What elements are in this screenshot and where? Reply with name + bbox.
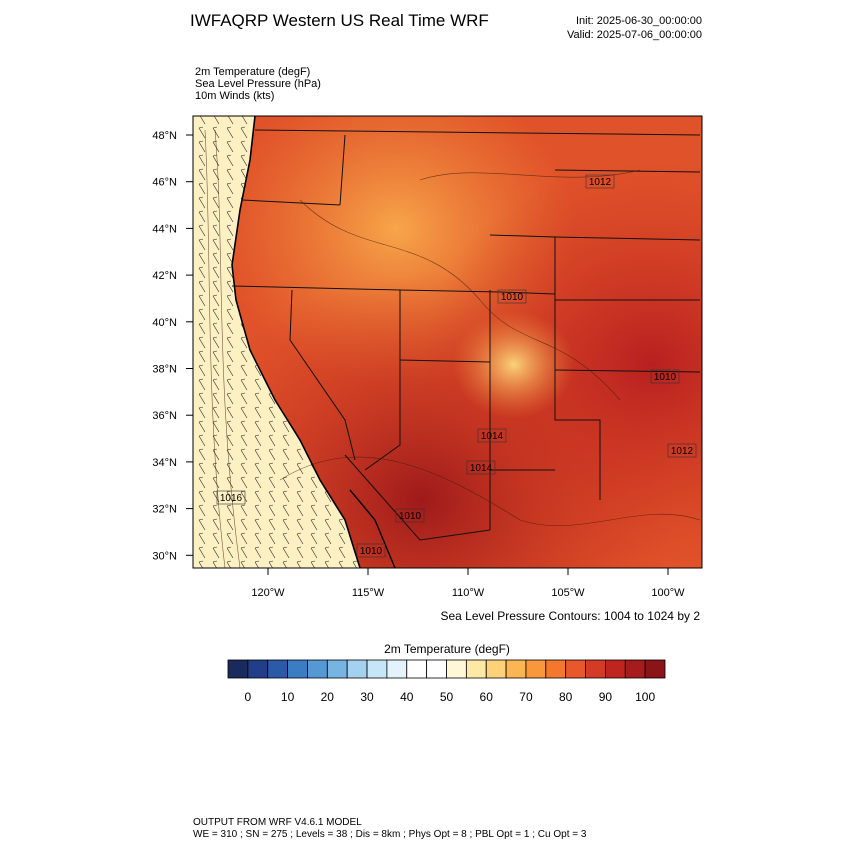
color-box bbox=[346, 659, 368, 679]
contour-label-box bbox=[585, 174, 615, 189]
color-box bbox=[505, 659, 527, 679]
color-box bbox=[326, 659, 348, 679]
colorbar-tick: 30 bbox=[360, 690, 374, 704]
contour-note: Sea Level Pressure Contours: 1004 to 102… bbox=[441, 609, 701, 623]
colorbar-tick: 80 bbox=[559, 690, 573, 704]
contour-label-box bbox=[477, 428, 507, 443]
colorbar-tick: 20 bbox=[321, 690, 335, 704]
color-box bbox=[307, 659, 328, 679]
lat-label: 30°N bbox=[152, 550, 177, 562]
contour-label: 1010 bbox=[399, 511, 422, 522]
coastline bbox=[349, 489, 396, 568]
contour-label: 1014 bbox=[470, 463, 493, 474]
colorbar-tick: 0 bbox=[245, 690, 252, 704]
contour-label-box bbox=[466, 460, 496, 475]
contour-label-box bbox=[216, 490, 246, 505]
colorbar-tick: 10 bbox=[281, 690, 295, 704]
init-time: Init: 2025-06-30_00:00:00 bbox=[576, 15, 702, 27]
color-box bbox=[545, 659, 567, 679]
field-label: 10m Winds (kts) bbox=[195, 90, 274, 102]
lat-label: 48°N bbox=[152, 130, 177, 142]
valid-time: Valid: 2025-07-06_00:00:00 bbox=[567, 29, 702, 41]
color-box bbox=[585, 659, 606, 679]
lat-label: 44°N bbox=[152, 223, 177, 235]
lat-label: 36°N bbox=[152, 410, 177, 422]
color-box bbox=[267, 659, 288, 679]
lat-label: 42°N bbox=[152, 270, 177, 282]
contour-label: 1012 bbox=[589, 177, 612, 188]
color-box bbox=[485, 659, 507, 679]
contour-label-box bbox=[356, 543, 386, 558]
colorbar-tick: 100 bbox=[635, 690, 655, 704]
color-box bbox=[525, 659, 547, 679]
lat-label: 38°N bbox=[152, 364, 177, 376]
colorbar-tick: 50 bbox=[440, 690, 454, 704]
contour-label: 1016 bbox=[220, 493, 243, 504]
lon-label: 110°W bbox=[452, 587, 485, 599]
footer-line: OUTPUT FROM WRF V4.6.1 MODEL bbox=[193, 817, 362, 828]
color-box bbox=[406, 659, 428, 679]
colorbar-tick: 70 bbox=[519, 690, 533, 704]
contour-label: 1012 bbox=[671, 446, 694, 457]
color-box bbox=[605, 659, 626, 679]
lat-label: 34°N bbox=[152, 457, 177, 469]
color-box bbox=[366, 659, 388, 679]
color-box bbox=[565, 659, 586, 679]
colorbar-tick: 60 bbox=[480, 690, 494, 704]
color-box bbox=[644, 659, 666, 679]
lon-label: 100°W bbox=[651, 587, 685, 599]
lon-label: 120°W bbox=[251, 587, 285, 599]
lon-label: 105°W bbox=[551, 587, 585, 599]
color-box bbox=[227, 659, 249, 679]
contour-label-box bbox=[650, 369, 680, 384]
contour-label: 1014 bbox=[481, 431, 504, 442]
map bbox=[193, 116, 702, 568]
color-box bbox=[624, 659, 646, 679]
color-box bbox=[446, 659, 467, 679]
colorbar-tick: 40 bbox=[400, 690, 414, 704]
contour-label: 1010 bbox=[360, 546, 383, 557]
color-box bbox=[386, 659, 408, 679]
color-box bbox=[426, 659, 447, 679]
lat-label: 32°N bbox=[152, 504, 177, 516]
colorbar-title: 2m Temperature (degF) bbox=[384, 642, 510, 656]
field-list: 2m Temperature (degF)Sea Level Pressure … bbox=[195, 66, 321, 102]
contour-label-box bbox=[395, 508, 425, 523]
lat-label: 40°N bbox=[152, 317, 177, 329]
title: IWFAQRP Western US Real Time WRF bbox=[190, 11, 489, 30]
lat-label: 46°N bbox=[152, 177, 177, 189]
lon-label: 115°W bbox=[352, 587, 385, 599]
field-label: 2m Temperature (degF) bbox=[195, 66, 310, 78]
map-frame bbox=[192, 115, 703, 569]
contour-label-box bbox=[667, 443, 697, 458]
pressure-contours bbox=[204, 129, 701, 568]
footer-line: WE = 310 ; SN = 275 ; Levels = 38 ; Dis … bbox=[193, 829, 587, 840]
field-label: Sea Level Pressure (hPa) bbox=[195, 78, 321, 90]
contour-label-box bbox=[497, 289, 527, 304]
contour-label: 1010 bbox=[501, 292, 524, 303]
color-box bbox=[465, 659, 487, 679]
colorbar-tick: 90 bbox=[599, 690, 613, 704]
wind-barbs bbox=[193, 116, 360, 568]
contour-label: 1010 bbox=[654, 372, 677, 383]
colorbar: 0 10 20 30 40 50 60 70 80 90 100 bbox=[227, 659, 666, 704]
color-box bbox=[287, 659, 308, 679]
coastline bbox=[231, 116, 361, 568]
color-box bbox=[247, 659, 269, 679]
